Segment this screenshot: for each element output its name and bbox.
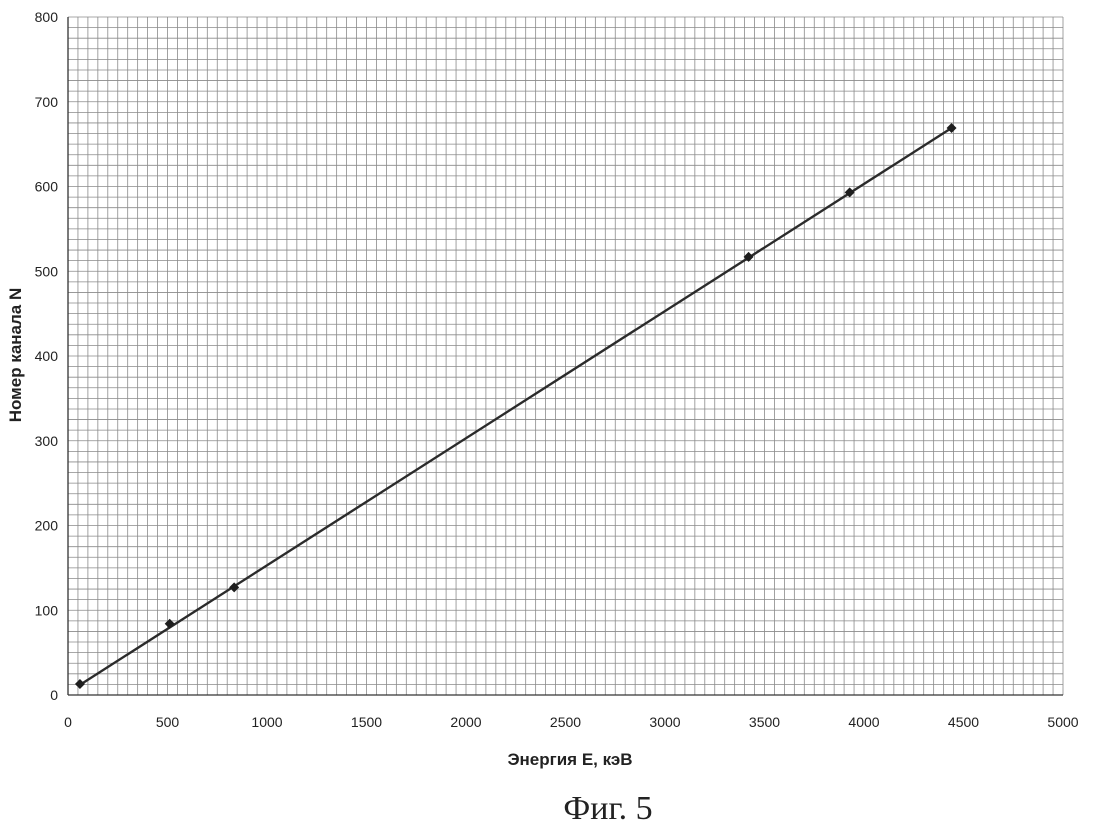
x-axis-label: Энергия Е, кэВ (507, 750, 632, 769)
y-tick-label: 200 (35, 518, 59, 534)
data-point-marker (75, 679, 85, 689)
x-tick-label: 4000 (848, 714, 879, 730)
grid (68, 17, 1063, 695)
y-tick-label: 600 (35, 179, 59, 195)
y-tick-label: 300 (35, 433, 59, 449)
x-tick-label: 0 (64, 714, 72, 730)
x-tick-label: 2000 (450, 714, 481, 730)
data-point-marker (165, 619, 175, 629)
x-tick-label: 1500 (351, 714, 382, 730)
x-tick-label: 3000 (649, 714, 680, 730)
x-tick-label: 1000 (251, 714, 282, 730)
x-tick-label: 5000 (1047, 714, 1078, 730)
x-tick-label: 500 (156, 714, 180, 730)
y-tick-label: 400 (35, 348, 59, 364)
y-tick-label: 800 (35, 9, 59, 25)
y-tick-label: 500 (35, 263, 59, 279)
x-tick-label: 2500 (550, 714, 581, 730)
x-tick-label: 3500 (749, 714, 780, 730)
x-tick-label: 4500 (948, 714, 979, 730)
y-tick-labels: 0 100 200 300 400 500 600 700 800 (35, 9, 59, 703)
x-tick-labels: 0 500 1000 1500 2000 2500 3000 3500 4000 4500 5000 (64, 714, 1079, 730)
y-tick-label: 100 (35, 602, 59, 618)
figure-caption: Фиг. 5 (563, 790, 652, 826)
y-tick-label: 0 (50, 687, 58, 703)
y-axis-label: Номер канала N (6, 288, 25, 423)
y-tick-label: 700 (35, 94, 59, 110)
